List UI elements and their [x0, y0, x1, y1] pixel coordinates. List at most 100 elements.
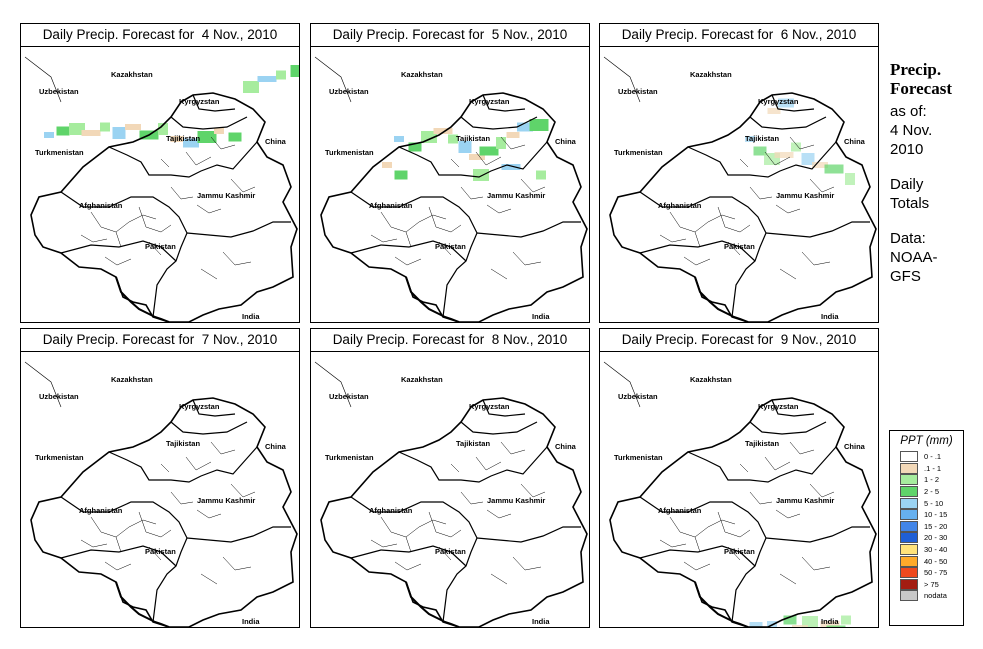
province-border: [418, 519, 447, 528]
precip-cell: [394, 170, 408, 180]
province-border: [490, 268, 508, 280]
coastline: [405, 276, 460, 323]
map-area: Kazakhstan Uzbekistan Kyrgyzstan Tajikistan…: [311, 352, 589, 628]
region-border: [603, 361, 641, 408]
legend-item: 15 - 20: [900, 520, 963, 533]
map-area: Kazakhstan Uzbekistan Kyrgyzstan Tajikistan…: [21, 352, 299, 628]
country-label-china: China: [844, 137, 866, 146]
country-label-kyrgyzstan: Kyrgyzstan: [469, 402, 510, 411]
country-label-china: China: [555, 137, 577, 146]
country-border: [771, 94, 815, 112]
legend-item: .1 - 1: [900, 462, 963, 475]
country-border: [350, 240, 467, 262]
region-border: [314, 361, 352, 408]
forecast-panel-3: Daily Precip. Forecast for 6 Nov., 2010 …: [599, 23, 879, 323]
coastline: [115, 581, 170, 628]
country-label-jammu_kashmir: Jammu Kashmir: [776, 191, 834, 200]
province-border: [450, 463, 460, 473]
country-label-jammu_kashmir: Jammu Kashmir: [776, 496, 834, 505]
legend-swatch: [900, 578, 918, 590]
precip-cell: [824, 164, 844, 174]
province-border: [394, 561, 422, 571]
legend-swatch: [900, 486, 918, 498]
country-border: [350, 496, 478, 623]
coastline: [405, 581, 460, 628]
province-border: [739, 463, 749, 473]
map-area: Kazakhstan Uzbekistan Kyrgyzstan Tajikistan…: [311, 47, 589, 323]
legend-item: 50 - 75: [900, 567, 963, 579]
country-label-kyrgyzstan: Kyrgyzstan: [758, 97, 799, 106]
province-border: [694, 231, 701, 248]
precip-cell: [214, 128, 224, 134]
legend-swatch: [900, 590, 918, 602]
precip-cell: [197, 131, 217, 143]
precip-cell: [56, 126, 70, 136]
province-border: [694, 536, 701, 553]
province-border: [789, 136, 815, 150]
legend-label: 5 - 10: [924, 498, 944, 508]
legend-label: 50 - 75: [924, 568, 948, 578]
map-area: Kazakhstan Uzbekistan Kyrgyzstan Tajikistan…: [600, 47, 878, 323]
country-border: [460, 116, 538, 130]
province-border: [512, 251, 542, 266]
country-label-turkmenistan: Turkmenistan: [35, 148, 84, 157]
country-label-pakistan: Pakistan: [724, 242, 755, 251]
province-border: [717, 206, 751, 233]
country-label-kazakhstan: Kazakhstan: [111, 375, 153, 384]
panel-title: Daily Precip. Forecast for 8 Nov., 2010: [311, 329, 589, 352]
country-border: [639, 496, 767, 623]
country-border: [186, 526, 291, 543]
country-label-jammu_kashmir: Jammu Kashmir: [197, 496, 255, 505]
country-label-afghanistan: Afghanistan: [369, 201, 413, 210]
precip-cell: [458, 141, 472, 153]
region-border: [314, 56, 352, 103]
precip-cell: [792, 625, 808, 631]
forecast-panel-1: Daily Precip. Forecast for 4 Nov., 2010 …: [20, 23, 304, 323]
precip-cell: [257, 76, 277, 82]
country-label-tajikistan: Tajikistan: [166, 134, 200, 143]
totals-line1: Daily: [890, 176, 924, 193]
country-label-tajikistan: Tajikistan: [166, 439, 200, 448]
country-label-tajikistan: Tajikistan: [745, 439, 779, 448]
country-label-tajikistan: Tajikistan: [456, 439, 490, 448]
sidebar-totals: Daily Totals: [890, 175, 980, 213]
precip-cell: [845, 173, 855, 185]
precip-cell: [382, 162, 392, 168]
country-label-uzbekistan: Uzbekistan: [329, 392, 369, 401]
province-border: [764, 456, 791, 471]
country-label-uzbekistan: Uzbekistan: [39, 87, 79, 96]
asof-year: 2010: [890, 141, 924, 158]
province-border: [138, 511, 172, 538]
province-border: [520, 483, 546, 498]
province-border: [104, 561, 132, 571]
country-label-turkmenistan: Turkmenistan: [35, 453, 84, 462]
map-area: Kazakhstan Uzbekistan Kyrgyzstan Tajikistan…: [600, 352, 878, 635]
province-border: [809, 483, 835, 498]
precip-cell: [767, 108, 781, 114]
province-border: [775, 509, 801, 519]
country-label-pakistan: Pakistan: [145, 242, 176, 251]
country-label-uzbekistan: Uzbekistan: [329, 87, 369, 96]
country-label-china: China: [555, 442, 577, 451]
country-label-kazakhstan: Kazakhstan: [690, 70, 732, 79]
coastline: [694, 276, 749, 323]
precip-cell: [448, 134, 458, 144]
country-label-uzbekistan: Uzbekistan: [618, 87, 658, 96]
legend-swatch: [900, 532, 918, 544]
legend-label: 10 - 15: [924, 510, 948, 520]
legend-label: 15 - 20: [924, 521, 948, 531]
precip-cell: [812, 162, 828, 168]
precip-cell: [767, 621, 777, 627]
precip-cell: [125, 124, 141, 130]
country-label-uzbekistan: Uzbekistan: [618, 392, 658, 401]
country-border: [108, 141, 258, 178]
coastline: [694, 581, 749, 628]
country-label-kyrgyzstan: Kyrgyzstan: [179, 402, 220, 411]
country-border: [186, 221, 291, 238]
country-label-kazakhstan: Kazakhstan: [690, 375, 732, 384]
coastline: [115, 276, 170, 323]
country-border: [476, 526, 581, 543]
province-border: [669, 211, 709, 233]
province-border: [230, 483, 256, 498]
